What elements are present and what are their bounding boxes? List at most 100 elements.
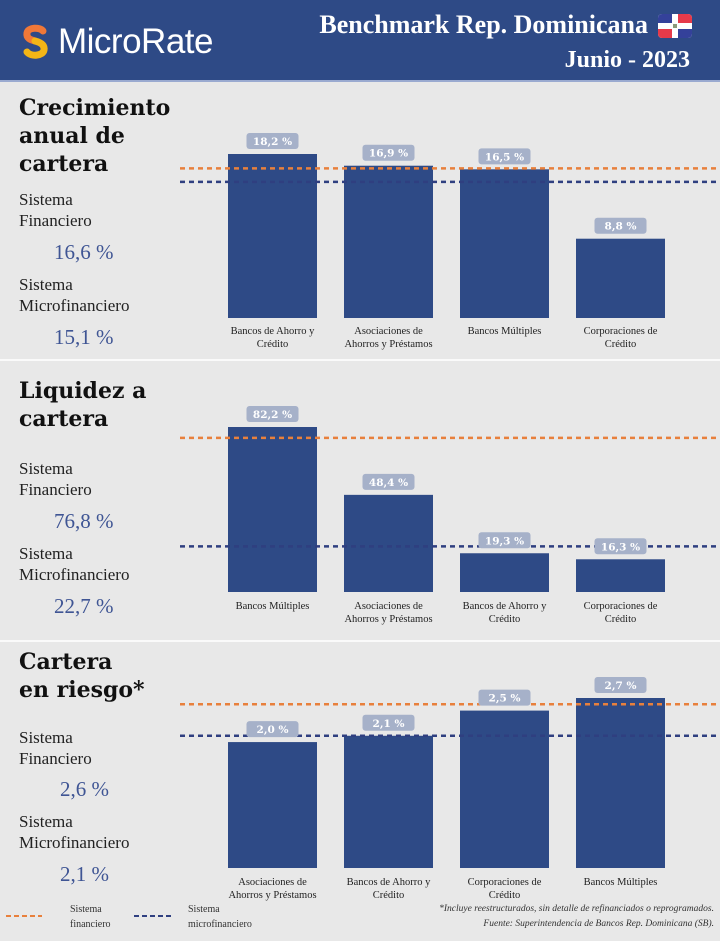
bar <box>344 735 433 868</box>
bar <box>228 154 317 318</box>
legend-financiero-line-icon <box>6 915 42 917</box>
financiero-label: Sistema Financiero <box>19 727 92 769</box>
category-label: Bancos de Ahorro y <box>347 877 431 888</box>
value-label-bg <box>246 133 299 149</box>
value-label-bg <box>478 148 531 165</box>
category-label: Bancos Múltiples <box>468 326 542 337</box>
label-line: Financiero <box>19 211 92 230</box>
bar <box>460 710 549 868</box>
page-title: Benchmark Rep. Dominicana <box>319 10 648 39</box>
section-divider <box>0 359 720 361</box>
bar <box>576 238 665 318</box>
label-line: microfinanciero <box>188 919 252 930</box>
label-line: Sistema <box>19 812 73 831</box>
header-banner: MicroRate Benchmark Rep. Dominicana Juni… <box>0 0 720 82</box>
value-label-bg <box>478 689 531 706</box>
label-line: financiero <box>70 919 111 930</box>
category-label: Ahorros y Préstamos <box>344 614 432 625</box>
label-line: Sistema <box>19 544 73 563</box>
category-label: Asociaciones de <box>238 877 307 888</box>
category-label: Ahorros y Préstamos <box>344 339 432 350</box>
category-label: Corporaciones de <box>584 326 658 337</box>
value-label-bg <box>594 677 647 693</box>
title-line: Cartera <box>19 649 113 675</box>
footnote-source: Fuente: Superintendencia de Bancos Rep. … <box>483 919 714 929</box>
bar <box>228 427 317 592</box>
category-label: Crédito <box>489 890 521 901</box>
label-line: Sistema <box>19 728 73 747</box>
financiero-label: Sistema Financiero <box>19 189 92 231</box>
microrate-s-icon <box>23 24 48 59</box>
category-label: Crédito <box>489 614 521 625</box>
value-label: 2,5 % <box>489 693 521 705</box>
value-label-bg <box>362 473 415 490</box>
microfinanciero-value: 15,1 % <box>54 325 114 349</box>
bar <box>576 559 665 592</box>
microfinanciero-label: Sistema Microfinanciero <box>19 543 129 585</box>
value-label: 2,7 % <box>605 680 637 692</box>
value-label: 2,1 % <box>373 718 405 730</box>
financiero-value: 76,8 % <box>54 509 114 533</box>
legend: Sistema financiero Sistema microfinancie… <box>0 900 720 941</box>
bar <box>228 742 317 868</box>
value-label-bg <box>362 714 415 731</box>
label-line: Financiero <box>19 480 92 499</box>
label-line: Financiero <box>19 749 92 768</box>
value-label: 82,2 % <box>253 409 292 421</box>
microfinanciero-value: 2,1 % <box>60 862 109 886</box>
value-label-bg <box>246 721 299 738</box>
value-label: 48,4 % <box>369 477 408 489</box>
title-line: en riesgo* <box>19 677 145 703</box>
label-line: Microfinanciero <box>19 565 130 584</box>
category-label: Asociaciones de <box>354 326 423 337</box>
microfinanciero-value: 22,7 % <box>54 594 114 618</box>
label-line: Sistema <box>19 459 73 478</box>
financiero-value: 16,6 % <box>54 240 114 264</box>
legend-financiero-label: Sistema financiero <box>70 902 111 932</box>
value-label-bg <box>362 144 415 161</box>
value-label: 16,5 % <box>485 151 524 163</box>
bar <box>460 553 549 592</box>
category-label: Asociaciones de <box>354 601 423 612</box>
title-line: Liquidez a <box>19 378 147 404</box>
microfinanciero-label: Sistema Microfinanciero <box>19 811 129 853</box>
category-label: Crédito <box>605 614 637 625</box>
label-line: Sistema <box>70 904 102 915</box>
section-divider <box>0 640 720 642</box>
value-label-bg <box>594 538 647 555</box>
value-label: 16,9 % <box>369 148 408 160</box>
report-date: Junio - 2023 <box>564 47 690 73</box>
dominican-republic-flag-icon <box>658 14 692 38</box>
legend-microfinanciero-line-icon <box>134 915 172 917</box>
title-line: cartera <box>19 151 109 177</box>
value-label: 19,3 % <box>485 535 524 547</box>
label-line: Sistema <box>19 275 73 294</box>
section-title: Crecimiento anual de cartera <box>19 94 170 178</box>
category-label: Bancos de Ahorro y <box>463 601 547 612</box>
label-line: Microfinanciero <box>19 833 130 852</box>
financiero-label: Sistema Financiero <box>19 458 92 500</box>
bar <box>344 494 433 592</box>
value-label: 8,8 % <box>605 221 637 233</box>
bar <box>344 165 433 318</box>
value-label: 16,3 % <box>601 541 640 553</box>
label-line: Sistema <box>188 904 220 915</box>
value-label-bg <box>594 217 647 234</box>
value-label-bg <box>478 532 531 549</box>
category-label: Bancos Múltiples <box>236 601 310 612</box>
microfinanciero-label: Sistema Microfinanciero <box>19 274 129 316</box>
bar <box>576 698 665 868</box>
category-label: Bancos de Ahorro y <box>231 326 315 337</box>
title-line: cartera <box>19 406 109 432</box>
title-line: anual de <box>19 123 125 149</box>
category-label: Corporaciones de <box>468 877 542 888</box>
label-line: Sistema <box>19 190 73 209</box>
legend-microfinanciero-label: Sistema microfinanciero <box>188 902 252 932</box>
value-label: 2,0 % <box>257 724 289 736</box>
footnote-note: *Incluye reestructurados, sin detalle de… <box>439 904 714 914</box>
microrate-logo: MicroRate <box>18 22 213 62</box>
bar <box>460 169 549 318</box>
logo-text: MicroRate <box>58 22 213 61</box>
category-label: Corporaciones de <box>584 601 658 612</box>
